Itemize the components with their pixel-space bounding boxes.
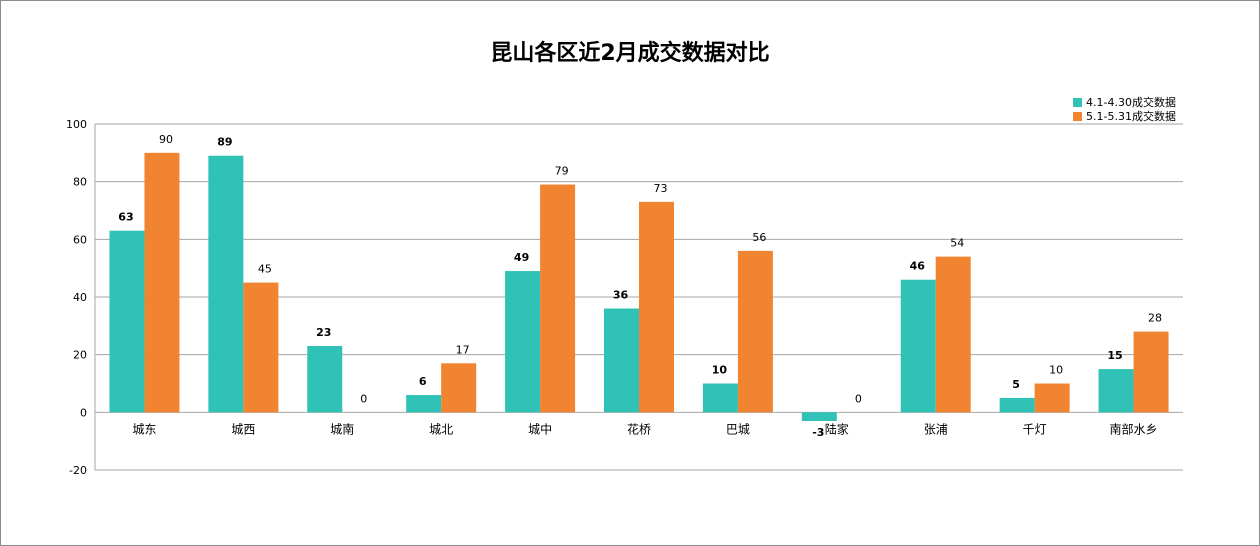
y-tick-label-0: -20 — [69, 464, 87, 477]
x-category-label-0: 城东 — [132, 422, 156, 436]
bar-s2-4 — [540, 184, 576, 413]
bar-s1-1 — [208, 155, 244, 413]
legend-item-series-2: 5.1-5.31成交数据 — [1073, 109, 1176, 123]
x-category-label-9: 千灯 — [1023, 422, 1047, 436]
x-category-label-1: 城西 — [231, 422, 255, 436]
data-label-s2-0: 90 — [159, 133, 173, 146]
data-label-s2-3: 17 — [456, 343, 470, 356]
data-label-s2-8: 54 — [950, 237, 964, 250]
data-label-s1-9: 5 — [1012, 378, 1020, 391]
data-label-s2-7: 0 — [855, 392, 862, 405]
data-label-s1-8: 46 — [910, 260, 926, 273]
x-category-label-2: 城南 — [330, 421, 354, 436]
y-tick-label-1: 0 — [80, 406, 87, 419]
data-label-s1-3: 6 — [419, 375, 427, 388]
bar-s1-6 — [702, 383, 738, 413]
bar-s2-3 — [441, 363, 477, 413]
bar-s2-1 — [243, 282, 279, 413]
data-label-s2-4: 79 — [555, 165, 569, 178]
data-label-s1-10: 15 — [1107, 349, 1122, 362]
bar-s1-4 — [505, 271, 541, 413]
x-category-label-10: 南部水乡 — [1110, 421, 1158, 436]
bar-s1-7 — [801, 412, 837, 421]
chart-title: 昆山各区近2月成交数据对比 — [490, 41, 770, 66]
data-label-s2-2: 0 — [360, 392, 367, 405]
y-tick-label-5: 80 — [73, 176, 87, 189]
bar-s2-5 — [639, 201, 674, 413]
data-label-s1-1: 89 — [217, 136, 232, 149]
y-tick-label-3: 40 — [73, 291, 87, 304]
data-label-s1-4: 49 — [514, 251, 529, 264]
bar-s1-2 — [307, 346, 343, 413]
bar-s1-0 — [109, 230, 145, 413]
x-category-label-5: 花桥 — [627, 421, 651, 436]
bar-s1-10 — [1098, 369, 1134, 413]
bar-s1-3 — [406, 395, 442, 413]
data-label-s2-5: 73 — [654, 182, 668, 195]
data-label-s1-2: 23 — [316, 326, 331, 339]
legend-label-series-2: 5.1-5.31成交数据 — [1086, 110, 1176, 123]
bar-s1-8 — [900, 279, 936, 413]
bar-s2-6 — [737, 250, 773, 413]
legend-swatch-series-1 — [1073, 97, 1082, 107]
data-label-s2-10: 28 — [1148, 312, 1162, 325]
legend-swatch-series-2 — [1073, 111, 1082, 121]
y-tick-label-6: 100 — [66, 118, 87, 131]
legend-item-series-1: 4.1-4.30成交数据 — [1073, 95, 1176, 109]
bar-s1-9 — [999, 397, 1035, 413]
x-category-label-6: 巴城 — [726, 422, 750, 436]
x-category-label-8: 张浦 — [924, 422, 948, 436]
bar-s2-0 — [144, 152, 180, 413]
y-tick-label-2: 20 — [73, 349, 87, 362]
chart-legend: 4.1-4.30成交数据 5.1-5.31成交数据 — [1073, 95, 1176, 123]
y-tick-label-4: 60 — [73, 233, 87, 246]
bar-s2-8 — [935, 256, 971, 413]
x-category-label-4: 城中 — [528, 421, 552, 436]
data-label-s1-6: 10 — [712, 364, 728, 377]
bar-s2-10 — [1133, 331, 1169, 413]
legend-label-series-1: 4.1-4.30成交数据 — [1086, 96, 1176, 109]
x-category-label-3: 城北 — [429, 422, 453, 436]
data-label-s1-0: 63 — [118, 211, 133, 224]
data-label-s1-7: -3 — [812, 426, 824, 439]
data-label-s1-5: 36 — [613, 289, 629, 302]
bar-s2-9 — [1034, 383, 1070, 413]
data-label-s2-6: 56 — [752, 231, 766, 244]
data-label-s2-9: 10 — [1049, 364, 1063, 377]
bar-s1-5 — [604, 308, 639, 413]
x-category-label-7: 陆家 — [825, 421, 849, 436]
data-label-s2-1: 45 — [258, 263, 272, 276]
